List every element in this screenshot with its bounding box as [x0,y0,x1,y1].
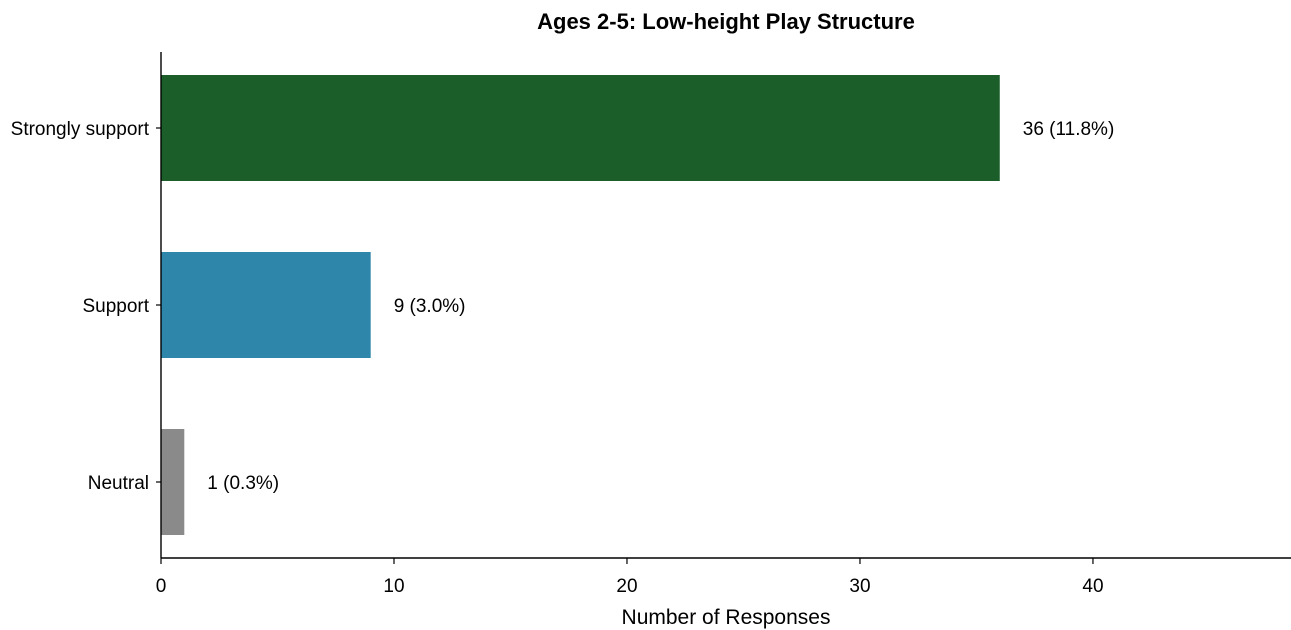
value-labels-group: 36 (11.8%) 9 (3.0%) 1 (0.3%) [207,119,1114,494]
chart-title: Ages 2-5: Low-height Play Structure [537,9,915,34]
x-tick-label: 40 [1082,576,1103,597]
bar-support [161,252,371,358]
bar-strongly-support [161,75,1000,181]
category-label-neutral: Neutral [88,473,149,494]
x-tick-label: 10 [383,576,404,597]
x-axis-label: Number of Responses [622,606,831,629]
x-tick-label: 0 [156,576,167,597]
bars-group [161,75,1000,535]
category-label-strongly-support: Strongly support [11,119,150,140]
data-label-neutral: 1 (0.3%) [207,473,279,494]
bar-neutral [161,429,185,535]
x-tick-label: 20 [616,576,637,597]
category-label-support: Support [82,296,149,317]
y-axis: Strongly support Support Neutral [11,52,162,558]
data-label-strongly-support: 36 (11.8%) [1023,119,1115,140]
x-tick-label: 30 [849,576,870,597]
x-axis: 0 10 20 30 40 [156,557,1291,597]
data-label-support: 9 (3.0%) [394,296,466,317]
